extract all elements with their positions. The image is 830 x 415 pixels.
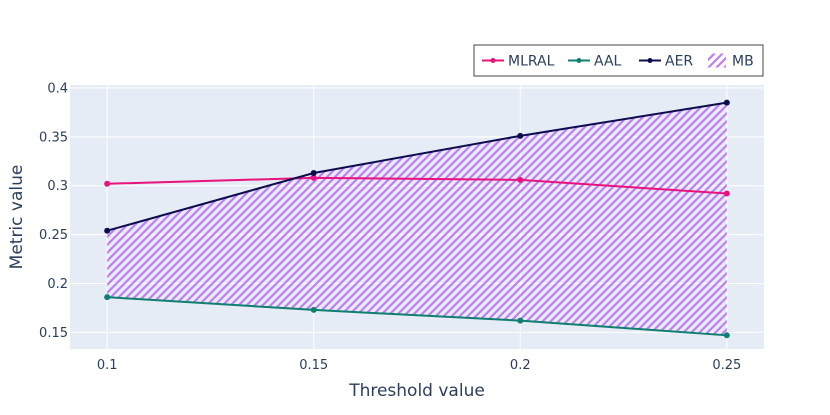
data-point-aer	[723, 99, 730, 106]
legend-marker-aer	[647, 58, 653, 63]
data-point-aal	[104, 294, 111, 301]
axis-layer: 0.15 0.2 0.25 0.3 0.35 0.4 0.1 0.15 0.2 0.25	[39, 81, 741, 373]
data-point-aer	[517, 132, 524, 139]
y-tick-label: 0.4	[47, 81, 68, 96]
data-point-mlral	[104, 180, 111, 187]
x-tick-label: 0.25	[712, 358, 741, 373]
series-layer	[104, 99, 730, 339]
data-point-aal	[723, 332, 730, 339]
data-point-aer	[310, 170, 317, 176]
x-tick-label: 0.15	[299, 358, 328, 373]
y-axis-title: Metric value	[7, 165, 27, 270]
data-point-aer	[104, 227, 111, 234]
legend[interactable]: MLRAL AAL AER MB	[473, 44, 764, 77]
data-point-mlral	[723, 190, 730, 197]
y-tick-label: 0.3	[47, 179, 68, 194]
series-line-aer	[106, 101, 727, 232]
y-tick-label: 0.35	[39, 130, 68, 145]
x-tick-label: 0.1	[97, 358, 118, 373]
band-area-mb	[107, 102, 727, 336]
y-tick-label: 0.15	[39, 326, 68, 341]
x-tick-label: 0.2	[510, 358, 531, 373]
data-point-mlral	[310, 174, 317, 181]
data-point-mlral	[517, 176, 524, 183]
legend-label-mb: MB	[732, 54, 754, 70]
y-tick-label: 0.25	[39, 228, 68, 243]
legend-marker-aal	[576, 58, 582, 63]
data-point-aal	[517, 317, 524, 324]
series-line-mlral	[107, 176, 727, 195]
legend-marker-mlral	[490, 58, 496, 63]
series-line-aal	[107, 296, 727, 337]
legend-swatch-mb	[708, 53, 726, 68]
band-layer	[107, 102, 727, 336]
legend-label-mlral: MLRAL	[508, 54, 555, 70]
x-axis-title: Threshold value	[348, 381, 485, 401]
data-point-aal	[310, 306, 317, 313]
legend-label-aer: AER	[665, 54, 693, 70]
y-tick-label: 0.2	[47, 277, 68, 292]
legend-label-aal: AAL	[594, 54, 622, 70]
